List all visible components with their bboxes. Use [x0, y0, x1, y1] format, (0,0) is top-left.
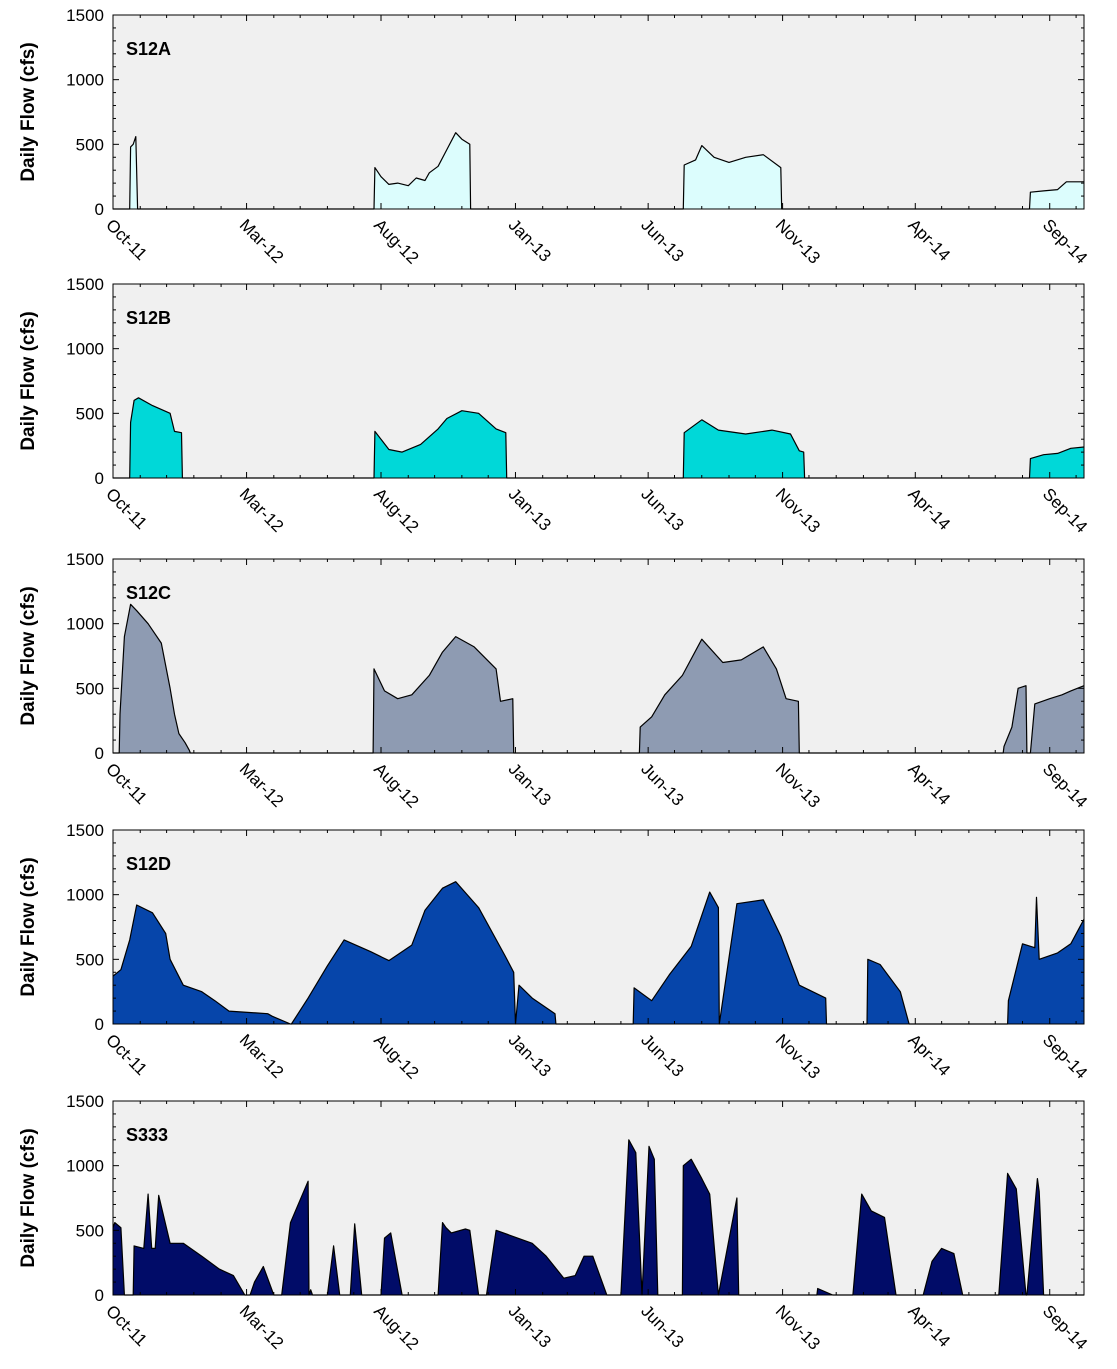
flow-line [113, 397, 1085, 479]
y-tick-label: 500 [76, 404, 104, 423]
x-tick-label: Mar-12 [236, 1301, 288, 1353]
y-tick-label: 1000 [66, 615, 104, 634]
y-tick-label: 500 [76, 950, 104, 969]
panel-title: S12D [126, 854, 171, 874]
y-tick-label: 1000 [66, 340, 104, 359]
panel-title: S333 [126, 1125, 168, 1145]
x-tick-label: Oct-11 [102, 1301, 151, 1350]
panel-s333: 0 500 1000 1500 Oct-11 Mar-12 Aug-12 Jan-13 Jun-… [18, 1092, 1091, 1354]
x-tick-label: Oct-11 [102, 215, 151, 264]
x-tick-label: Apr-14 [904, 215, 954, 265]
x-tick-label: Jan-13 [505, 1030, 555, 1080]
x-tick-label: Apr-14 [904, 759, 954, 809]
x-tick-label: Apr-14 [904, 1301, 954, 1351]
x-tick-label: Sep-14 [1039, 759, 1091, 811]
x-tick-label: Nov-13 [772, 759, 824, 811]
plot-frame [112, 558, 1085, 754]
y-axis-label: Daily Flow (cfs) [18, 857, 39, 996]
plot-frame [112, 829, 1085, 1025]
y-tick-label: 0 [95, 1286, 104, 1305]
y-tick-label: 1000 [66, 71, 104, 90]
x-tick-label: Nov-13 [772, 215, 824, 267]
x-tick-label: Jan-13 [505, 759, 555, 809]
x-tick-label: Jan-13 [505, 1301, 555, 1351]
x-tick-label: Jun-13 [637, 215, 687, 265]
x-tick-label: Aug-12 [370, 1301, 422, 1353]
plot-frame [112, 283, 1085, 479]
plot-frame [112, 14, 1085, 210]
x-tick-label: Sep-14 [1039, 484, 1091, 536]
x-tick-label: Aug-12 [370, 1030, 422, 1082]
x-tick-label: Jun-13 [637, 1030, 687, 1080]
x-tick-label: Apr-14 [904, 484, 954, 534]
flow-area [113, 881, 1084, 1024]
x-tick-label: Oct-11 [102, 1030, 151, 1079]
y-tick-label: 500 [76, 1221, 104, 1240]
plot-frame [112, 1100, 1085, 1296]
panel-s12d: 0 500 1000 1500 Oct-11 Mar-12 Aug-12 Jan-13 Jun-… [18, 821, 1091, 1083]
panel-title: S12C [126, 583, 171, 603]
y-axis-label: Daily Flow (cfs) [18, 42, 39, 181]
x-tick-label: Mar-12 [236, 484, 288, 536]
flow-line [113, 603, 1085, 754]
x-tick-label: Sep-14 [1039, 215, 1091, 267]
x-tick-label: Aug-12 [370, 215, 422, 267]
plot-background [113, 15, 1084, 209]
panel-title: S12B [126, 308, 171, 328]
y-tick-label: 1500 [66, 1092, 104, 1111]
plot-background [113, 830, 1084, 1024]
x-tick-label: Mar-12 [236, 759, 288, 811]
y-axis-label: Daily Flow (cfs) [18, 311, 39, 450]
x-tick-label: Mar-12 [236, 215, 288, 267]
x-tick-label: Jan-13 [505, 215, 555, 265]
x-tick-label: Jun-13 [637, 759, 687, 809]
y-tick-label: 1500 [66, 275, 104, 294]
x-tick-label: Sep-14 [1039, 1030, 1091, 1082]
x-tick-label: Aug-12 [370, 484, 422, 536]
x-tick-label: Mar-12 [236, 1030, 288, 1082]
plot-background [113, 284, 1084, 478]
plot-background [113, 559, 1084, 753]
x-tick-label: Jun-13 [637, 1301, 687, 1351]
flow-area [113, 1139, 1084, 1295]
x-tick-label: Nov-13 [772, 1030, 824, 1082]
y-tick-label: 1000 [66, 886, 104, 905]
x-tick-label: Oct-11 [102, 484, 151, 533]
y-tick-label: 0 [95, 1015, 104, 1034]
x-tick-label: Apr-14 [904, 1030, 954, 1080]
x-tick-label: Sep-14 [1039, 1301, 1091, 1353]
x-tick-label: Nov-13 [772, 484, 824, 536]
y-axis-label: Daily Flow (cfs) [18, 1128, 39, 1267]
y-tick-label: 1500 [66, 550, 104, 569]
panel-s12a: 0 500 1000 1500 Oct-11 Mar-12 Aug-12 Jan-13 Jun-… [18, 6, 1091, 268]
y-tick-label: 1500 [66, 821, 104, 840]
panel-s12b: 0 500 1000 1500 Oct-11 Mar-12 Aug-12 Jan-13 Jun-… [18, 275, 1091, 537]
x-tick-label: Jun-13 [637, 484, 687, 534]
y-tick-label: 1000 [66, 1157, 104, 1176]
y-axis-label: Daily Flow (cfs) [18, 586, 39, 725]
y-tick-label: 500 [76, 679, 104, 698]
panel-title: S12A [126, 39, 171, 59]
y-tick-label: 1500 [66, 6, 104, 25]
y-tick-label: 0 [95, 469, 104, 488]
y-tick-label: 500 [76, 135, 104, 154]
panel-s12c: 0 500 1000 1500 Oct-11 Mar-12 Aug-12 Jan-13 Jun-… [18, 550, 1091, 812]
x-tick-label: Jan-13 [505, 484, 555, 534]
plot-background [113, 1101, 1084, 1295]
x-tick-label: Nov-13 [772, 1301, 824, 1353]
x-tick-label: Oct-11 [102, 759, 151, 808]
x-tick-label: Aug-12 [370, 759, 422, 811]
y-tick-label: 0 [95, 744, 104, 763]
flow-line [112, 1139, 1084, 1296]
y-tick-label: 0 [95, 200, 104, 219]
